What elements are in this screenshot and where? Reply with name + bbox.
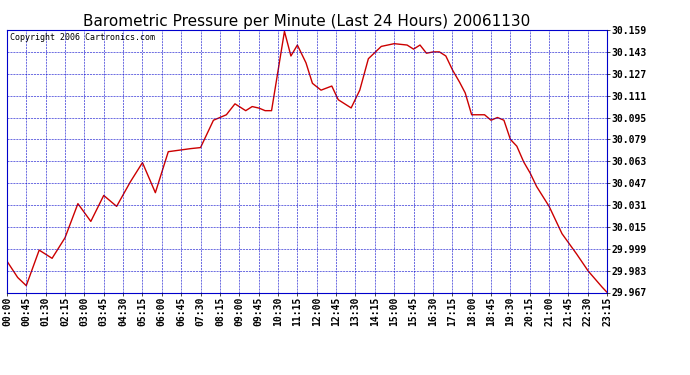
Text: Copyright 2006 Cartronics.com: Copyright 2006 Cartronics.com <box>10 33 155 42</box>
Title: Barometric Pressure per Minute (Last 24 Hours) 20061130: Barometric Pressure per Minute (Last 24 … <box>83 14 531 29</box>
